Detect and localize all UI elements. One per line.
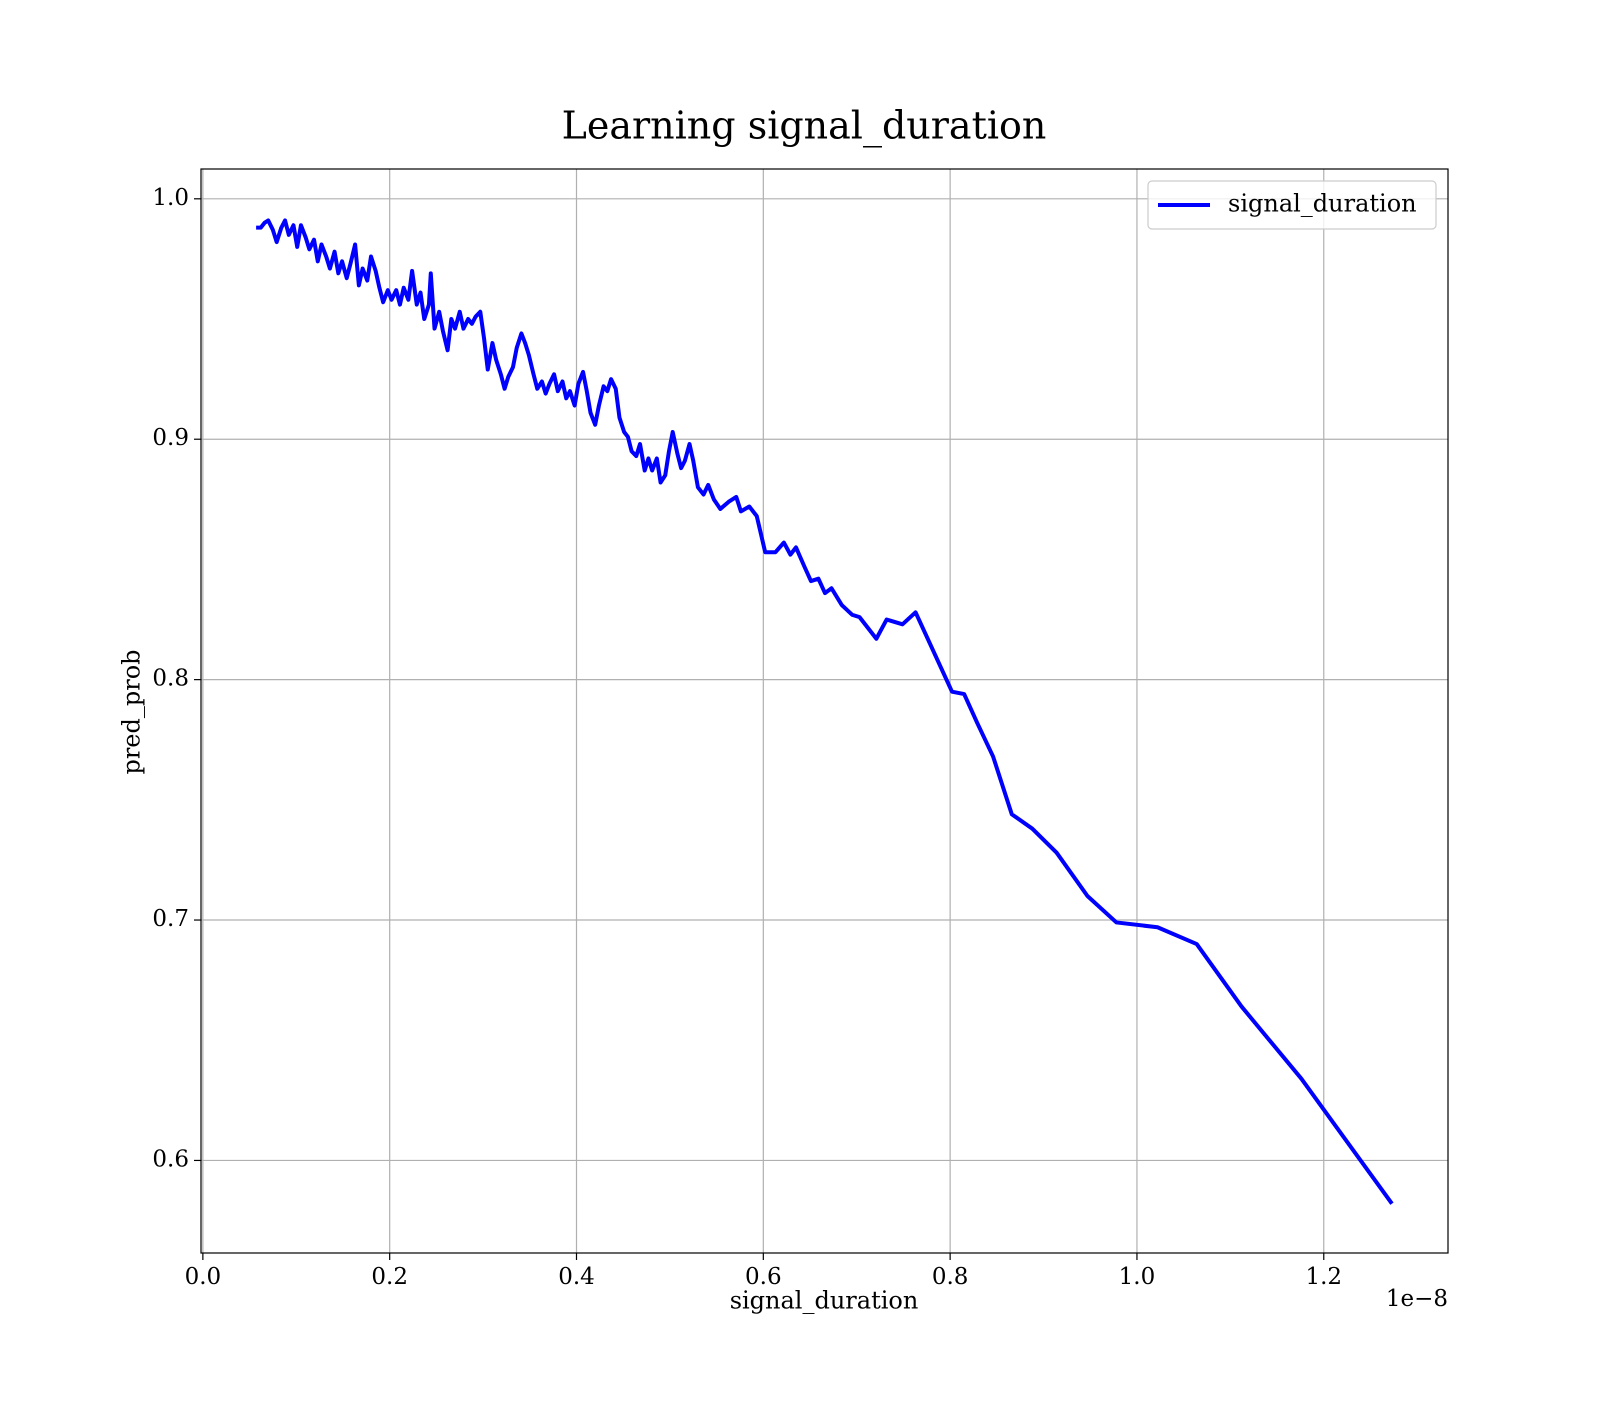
y-axis-label: pred_prob bbox=[118, 649, 146, 774]
x-tick-label: 0.8 bbox=[932, 1264, 969, 1290]
x-tick-label: 0.4 bbox=[558, 1264, 595, 1290]
y-tick-label: 0.9 bbox=[152, 425, 189, 451]
line-series bbox=[256, 218, 1394, 1205]
y-tick-label: 1.0 bbox=[152, 185, 189, 211]
x-tick-label: 1.2 bbox=[1305, 1264, 1342, 1290]
x-offset-label: 1e−8 bbox=[1386, 1286, 1448, 1312]
y-tick-label: 0.7 bbox=[152, 906, 189, 932]
legend: signal_duration bbox=[1147, 180, 1437, 230]
x-tick-label: 0.0 bbox=[185, 1264, 222, 1290]
chart-title: Learning signal_duration bbox=[562, 104, 1047, 149]
legend-box bbox=[1147, 180, 1437, 230]
x-tick-label: 0.2 bbox=[371, 1264, 408, 1290]
x-tick-label: 0.6 bbox=[745, 1264, 782, 1290]
x-axis-label: signal_duration bbox=[730, 1287, 919, 1315]
plot-frame bbox=[200, 168, 1449, 1254]
y-tick-label: 0.8 bbox=[152, 666, 189, 692]
legend-label: signal_duration bbox=[1228, 190, 1417, 218]
x-tick-label: 1.0 bbox=[1119, 1264, 1156, 1290]
y-tick-label: 0.6 bbox=[152, 1146, 189, 1172]
